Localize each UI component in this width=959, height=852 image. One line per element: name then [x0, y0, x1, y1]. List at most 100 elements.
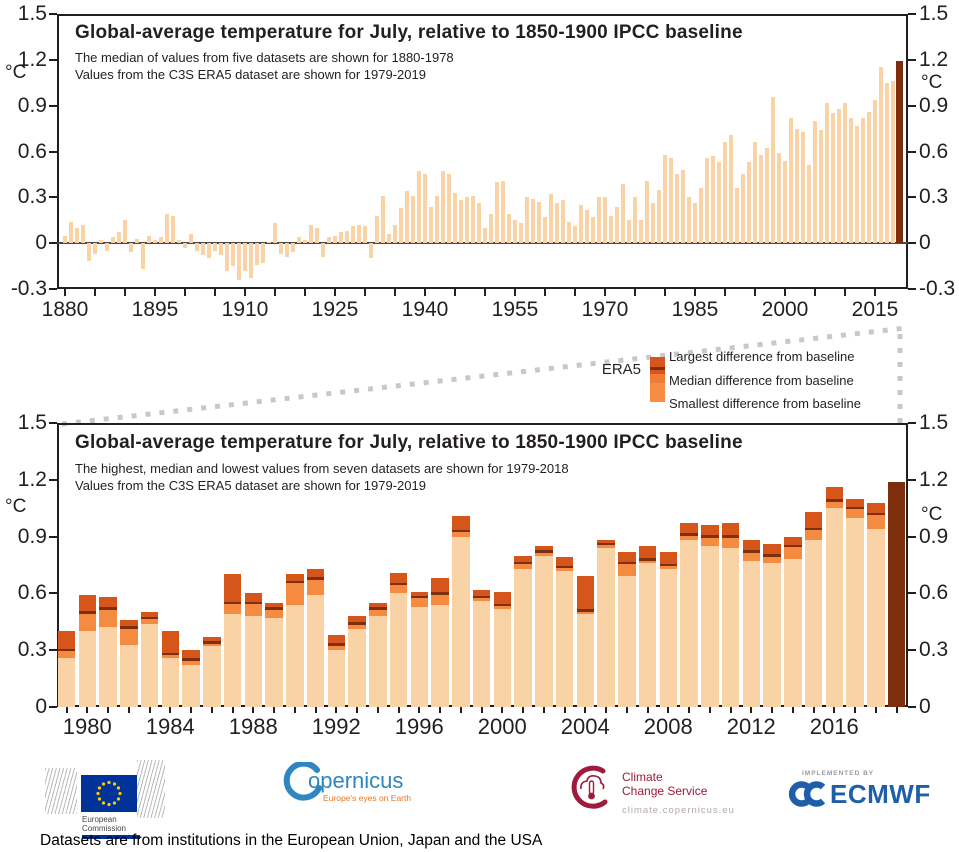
x-tick: [418, 707, 421, 713]
y-tick-right: [908, 478, 916, 481]
bar-1958: [530, 198, 536, 244]
climate-change-service-logo: Climate Change Service climate.copernicu…: [567, 764, 787, 819]
bottom-chart-subtitle-2: Values from the C3S ERA5 dataset are sho…: [75, 478, 426, 493]
bar-1915: [272, 223, 278, 244]
y-tick-right: [908, 242, 916, 245]
bar-2017-smallest: [846, 517, 864, 707]
bar-1989-median-line: [265, 607, 283, 610]
bar-1995-smallest: [389, 593, 408, 707]
bar-1980: [662, 154, 668, 244]
x-tick-label: 1955: [491, 298, 539, 321]
bar-2019-era5: [887, 481, 906, 707]
bar-1913: [260, 243, 266, 264]
bar-2005-median-line: [597, 542, 615, 546]
bar-1992-median-line: [327, 643, 345, 646]
bar-2013: [860, 117, 866, 244]
bar-2017-largest: [846, 498, 864, 509]
bar-1957: [524, 197, 530, 244]
bar-1892: [134, 238, 140, 244]
bar-2019: [895, 61, 903, 244]
bar-1982-median-line: [120, 626, 138, 629]
bar-1979: [656, 189, 662, 244]
bar-1880: [62, 235, 68, 244]
x-tick-label: 1984: [145, 714, 195, 739]
bar-1901: [188, 234, 194, 244]
bar-1993-median-line: [348, 622, 366, 625]
bar-1928: [350, 226, 356, 244]
bar-2007-median: [638, 559, 657, 564]
x-tick-label: 1996: [394, 714, 444, 739]
bar-2012-largest: [742, 540, 760, 552]
bar-1987-median: [223, 602, 242, 615]
bar-2006-largest: [618, 551, 636, 564]
bar-1937: [404, 191, 410, 244]
bar-1990-median: [286, 582, 304, 605]
bar-1886: [98, 240, 104, 244]
bar-2017: [884, 82, 890, 244]
x-tick: [754, 289, 756, 296]
bar-2015-median-line: [804, 527, 823, 531]
bar-1984-smallest: [161, 657, 179, 707]
bar-1917: [284, 243, 290, 257]
bar-1997-smallest: [431, 604, 449, 707]
bar-1924: [326, 237, 332, 244]
x-tick: [708, 707, 711, 713]
bar-1899: [176, 240, 182, 244]
bar-1986-median: [203, 642, 221, 647]
x-tick: [124, 289, 126, 296]
x-tick: [107, 707, 109, 713]
bar-1894: [146, 235, 152, 244]
bar-1939: [416, 171, 422, 244]
bar-2005: [812, 120, 818, 244]
bar-2003-largest: [555, 557, 574, 567]
bar-1991-largest: [306, 568, 325, 579]
y-tick-label-left: 1.2: [17, 47, 47, 71]
top-chart-title: Global-average temperature for July, rel…: [75, 22, 743, 43]
bar-1994: [746, 162, 752, 244]
bar-2005-median: [597, 544, 615, 548]
y-tick-left: [49, 706, 57, 708]
bar-1881: [68, 221, 74, 244]
bar-1905: [212, 243, 218, 251]
y-tick-right: [908, 288, 916, 290]
y-tick-label-right: 0.3: [919, 638, 949, 662]
y-tick-label-right: 0: [919, 231, 931, 255]
c3s-crescent-icon: [571, 765, 608, 809]
bar-1982-median: [120, 627, 138, 645]
bar-1909: [236, 243, 242, 280]
x-tick: [169, 707, 172, 713]
x-tick: [667, 707, 670, 713]
x-tick: [356, 707, 358, 713]
legend-item-smallest: Smallest difference from baseline: [669, 396, 861, 411]
x-tick-label: 1970: [581, 298, 629, 321]
bar-1943: [440, 171, 446, 244]
bar-1965: [572, 226, 578, 244]
bar-2000-median: [493, 604, 511, 609]
x-tick: [664, 289, 666, 296]
bar-1956: [518, 223, 524, 244]
x-tick: [252, 707, 255, 713]
bar-1991: [728, 134, 734, 244]
bar-2008-smallest: [659, 568, 677, 707]
bar-1979-smallest: [57, 657, 76, 707]
bar-2018: [890, 81, 896, 244]
x-tick: [812, 707, 815, 713]
bar-2002-median-line: [535, 550, 553, 553]
bar-2000-median-line: [493, 603, 511, 606]
y-tick-label-left: 0.3: [17, 638, 47, 662]
x-tick-label: 1880: [41, 298, 89, 321]
bar-1941: [428, 206, 434, 244]
y-tick-right: [908, 535, 916, 538]
bar-1979-median-line: [57, 648, 76, 652]
x-tick: [854, 707, 856, 713]
x-tick-label: 2000: [477, 714, 527, 739]
bar-1984-median: [161, 653, 179, 658]
bar-2009: [836, 108, 842, 244]
y-tick-left: [49, 58, 57, 61]
bar-1971: [608, 215, 614, 244]
bar-1980-median: [78, 612, 96, 632]
bar-1985-median-line: [182, 658, 200, 661]
y-tick-left: [49, 592, 57, 595]
bar-1908: [230, 243, 236, 267]
bar-2003: [800, 131, 806, 244]
